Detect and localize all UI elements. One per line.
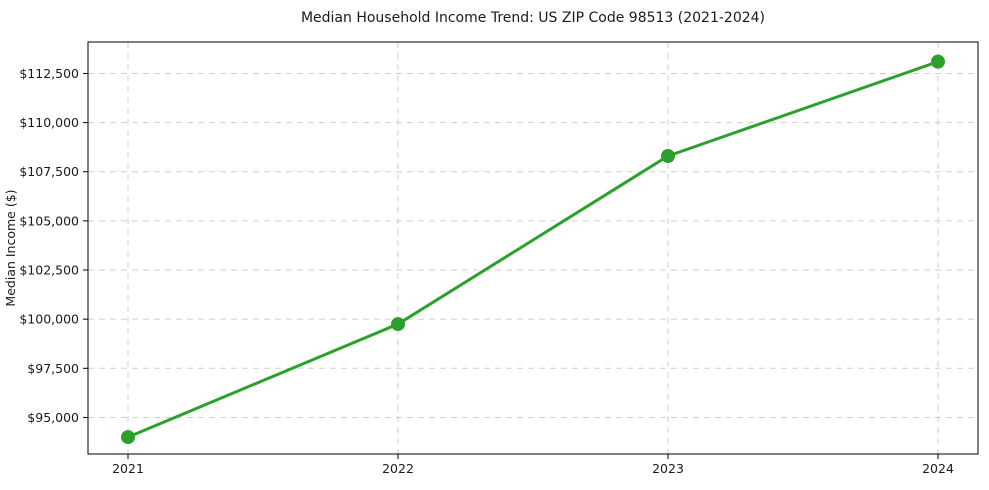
- data-point-marker: [121, 430, 135, 445]
- y-tick-label: $97,500: [27, 361, 79, 376]
- income-line-series: [121, 54, 945, 445]
- x-tick-label: 2024: [922, 461, 954, 476]
- y-tick-label: $102,500: [19, 263, 79, 278]
- income-trend-line: [126, 60, 940, 439]
- grid-layer: [88, 42, 978, 454]
- plot-border: [87, 41, 979, 455]
- x-tick-label: 2022: [382, 461, 414, 476]
- chart-title: Median Household Income Trend: US ZIP Co…: [301, 10, 765, 26]
- tick-layer: $95,000 $97,500 $100,000 $102,500 $105,000 $1…: [19, 66, 954, 476]
- data-point-marker: [391, 317, 405, 332]
- x-tick-label: 2023: [652, 461, 684, 476]
- y-tick-label: $105,000: [19, 213, 79, 228]
- y-tick-label: $95,000: [27, 410, 79, 425]
- y-tick-label: $107,500: [19, 164, 79, 179]
- x-tick-label: 2021: [112, 461, 144, 476]
- y-tick-label: $100,000: [19, 312, 79, 327]
- data-point-marker: [931, 54, 945, 69]
- data-point-marker: [661, 149, 675, 164]
- y-tick-label: $110,000: [19, 115, 79, 130]
- y-tick-label: $112,500: [19, 66, 79, 81]
- y-axis-label: Median Income ($): [3, 189, 18, 306]
